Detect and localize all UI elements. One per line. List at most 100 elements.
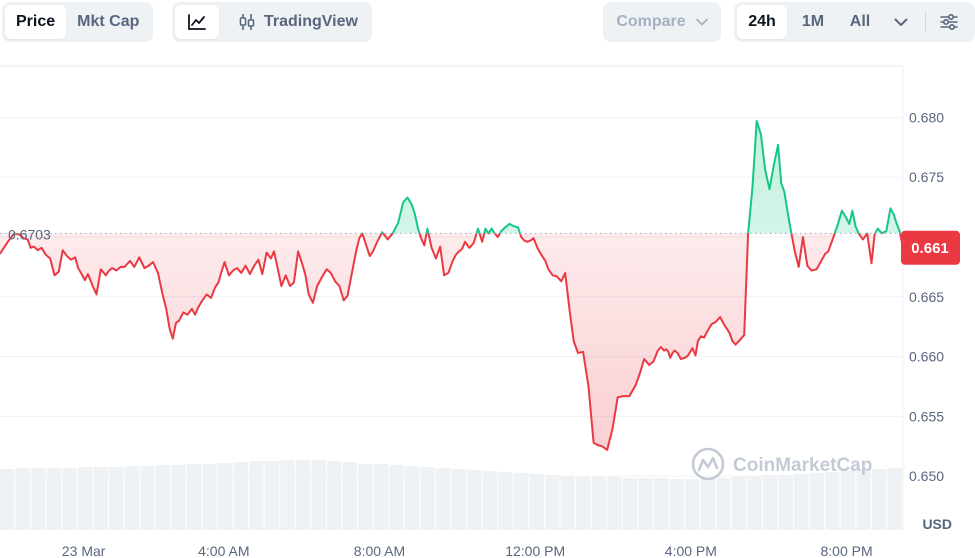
watermark: CoinMarketCap — [691, 447, 872, 481]
volume-bar — [62, 468, 77, 530]
chart-settings-button[interactable] — [932, 5, 966, 39]
y-tick-label: 0.665 — [909, 289, 944, 305]
chevron-down-icon — [894, 18, 908, 26]
volume-bars — [0, 460, 902, 530]
volume-bar — [513, 473, 529, 530]
volume-bar — [155, 465, 171, 530]
coinmarketcap-logo-icon — [691, 447, 725, 481]
range-24h-tab[interactable]: 24h — [737, 5, 787, 39]
volume-bar — [202, 464, 217, 530]
current-price-label: 0.661 — [911, 240, 949, 257]
volume-bar — [186, 464, 202, 530]
volume-bar — [15, 468, 31, 530]
volume-bar — [529, 474, 544, 530]
reference-price-label: 0.6703 — [8, 226, 51, 242]
volume-bar — [31, 468, 46, 530]
volume-bar — [653, 478, 669, 530]
volume-bar — [794, 474, 809, 530]
volume-bar — [264, 461, 280, 530]
area-below-reference — [0, 233, 903, 450]
settings-sliders-icon — [940, 14, 958, 30]
compare-button[interactable]: Compare — [612, 5, 711, 39]
tradingview-label: TradingView — [264, 13, 358, 30]
price-line-down — [0, 233, 904, 451]
volume-bar — [389, 465, 404, 530]
volume-bar — [591, 477, 607, 530]
current-price-badge: 0.661 — [901, 230, 960, 265]
volume-bar — [482, 471, 498, 530]
watermark-text: CoinMarketCap — [733, 455, 872, 476]
toolbar-divider — [925, 12, 926, 32]
volume-bar — [871, 469, 887, 530]
volume-bar — [171, 465, 186, 530]
volume-bar — [326, 461, 342, 530]
volume-bar — [762, 475, 778, 530]
volume-bar — [217, 463, 233, 530]
range-toggle: 24h 1M All — [734, 2, 975, 42]
price-tab[interactable]: Price — [5, 5, 67, 39]
volume-bar — [420, 467, 435, 530]
chart-style-toggle: TradingView — [172, 2, 372, 42]
volume-bar — [46, 468, 62, 530]
volume-bar — [0, 469, 15, 530]
currency-label: USD — [922, 516, 952, 532]
current-price-badge-bg — [901, 230, 960, 265]
x-tick-label: 4:00 AM — [198, 543, 249, 558]
volume-bar — [404, 466, 420, 530]
view-toggle: Price Mkt Cap — [2, 2, 154, 42]
volume-bar — [778, 475, 794, 530]
y-tick-label: 0.680 — [909, 109, 944, 125]
volume-bar — [809, 473, 825, 530]
volume-bar — [77, 467, 93, 530]
volume-bar — [685, 479, 700, 530]
tradingview-button[interactable]: TradingView — [227, 5, 369, 39]
range-1m-tab[interactable]: 1M — [801, 13, 825, 30]
x-tick-label: 23 Mar — [62, 543, 106, 558]
volume-bar — [669, 479, 685, 530]
volume-bar — [716, 478, 731, 530]
x-tick-label: 12:00 PM — [505, 543, 565, 558]
volume-bar — [249, 461, 264, 530]
volume-bar — [840, 471, 856, 530]
volume-bar — [560, 476, 576, 530]
volume-bar — [93, 467, 108, 530]
volume-bar — [607, 477, 622, 530]
volume-bar — [747, 476, 762, 530]
volume-bar — [358, 464, 373, 530]
line-chart-button[interactable] — [175, 5, 219, 39]
compare-label: Compare — [616, 13, 686, 30]
volume-bar — [435, 468, 451, 530]
volume-bar — [108, 467, 124, 530]
volume-bar — [124, 466, 140, 530]
volume-bar — [638, 478, 653, 530]
range-more-button[interactable] — [883, 5, 919, 39]
x-tick-label: 4:00 PM — [665, 543, 717, 558]
volume-bar — [467, 470, 482, 530]
volume-bar — [887, 468, 902, 530]
volume-bar — [498, 472, 513, 530]
volume-bar — [825, 472, 840, 530]
mkt-cap-tab[interactable]: Mkt Cap — [77, 13, 140, 30]
y-tick-label: 0.675 — [909, 169, 944, 185]
volume-bar — [731, 476, 747, 530]
volume-bar — [856, 470, 871, 530]
gridlines — [0, 116, 903, 477]
volume-bar — [140, 466, 155, 530]
y-tick-label: 0.650 — [909, 468, 944, 484]
line-chart-icon — [188, 14, 206, 30]
range-all-tab[interactable]: All — [849, 13, 871, 30]
area-above-reference — [0, 121, 903, 234]
volume-bar — [700, 478, 716, 530]
volume-bar — [280, 460, 295, 530]
x-tick-label: 8:00 PM — [820, 543, 872, 558]
compare-dropdown[interactable]: Compare — [603, 2, 721, 42]
volume-bar — [295, 460, 311, 530]
volume-bar — [544, 475, 560, 530]
volume-bar — [233, 462, 249, 530]
chevron-down-icon — [695, 18, 708, 26]
x-tick-label: 8:00 AM — [354, 543, 405, 558]
candlestick-icon — [238, 13, 256, 31]
volume-bar — [342, 462, 358, 530]
